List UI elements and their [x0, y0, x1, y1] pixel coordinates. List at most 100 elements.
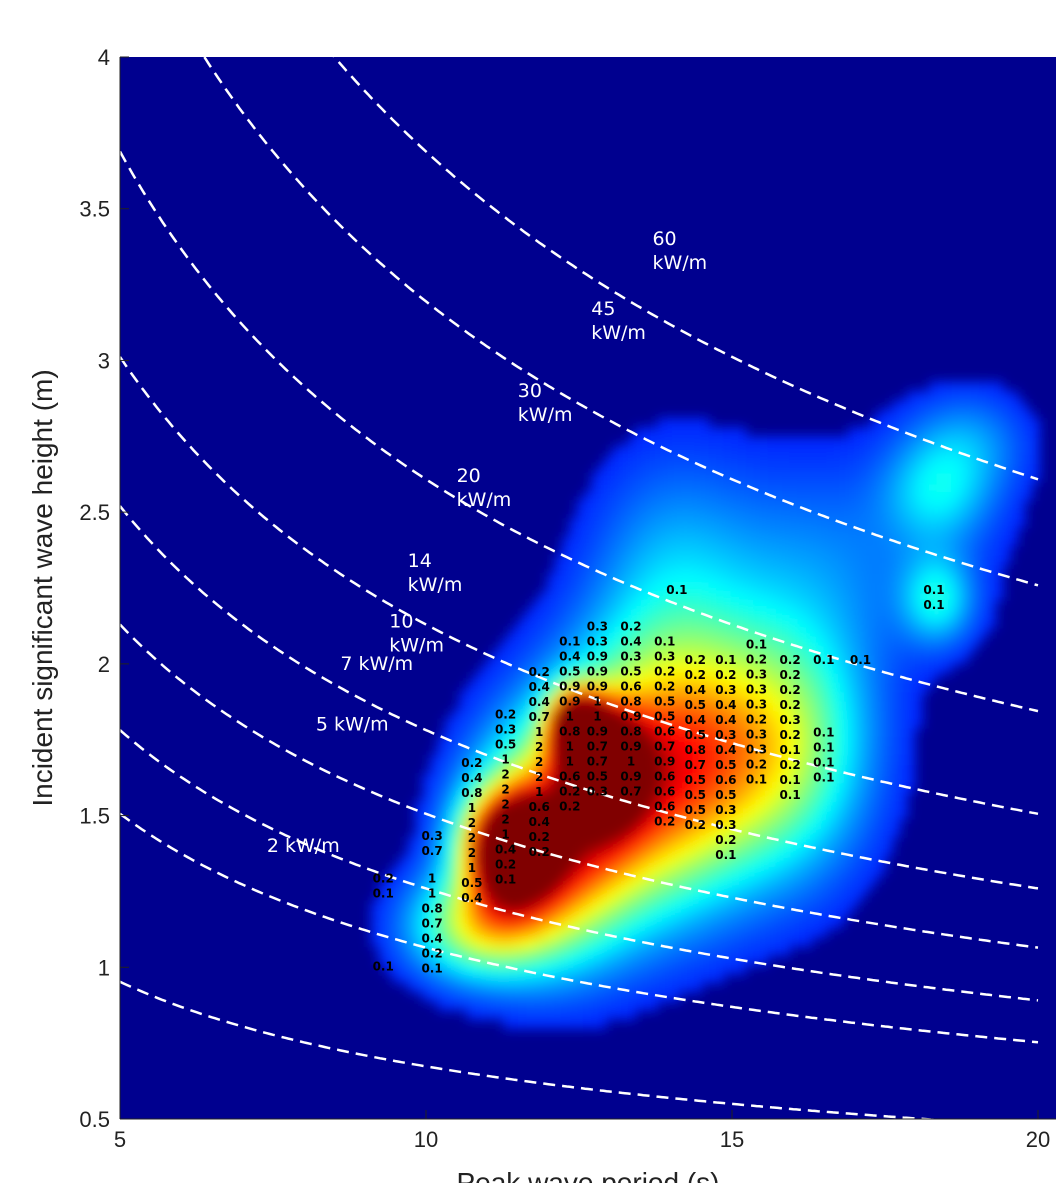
- density-cell: [525, 673, 534, 684]
- density-cell: [525, 1009, 534, 1020]
- density-cell: [547, 663, 556, 674]
- density-cell: [650, 918, 659, 929]
- density-cell: [613, 827, 622, 838]
- density-cell: [642, 800, 651, 811]
- density-cell: [804, 563, 813, 574]
- density-cell: [730, 454, 740, 465]
- density-cell: [628, 836, 637, 847]
- density-cell: [716, 663, 725, 674]
- density-cell: [650, 609, 659, 620]
- cell-value-label: 2: [468, 831, 476, 845]
- density-cell: [716, 463, 725, 474]
- density-cell: [517, 654, 527, 665]
- density-cell: [628, 636, 637, 647]
- density-cell: [547, 818, 556, 829]
- density-cell: [943, 563, 953, 574]
- density-cell: [444, 818, 453, 829]
- density-cell: [642, 509, 651, 520]
- density-cell: [804, 445, 813, 456]
- density-cell: [738, 600, 747, 611]
- density-cell: [730, 946, 740, 957]
- cell-value-label: 0.5: [559, 665, 580, 679]
- density-cell: [789, 873, 798, 884]
- density-cell: [914, 454, 923, 465]
- density-cell: [539, 591, 549, 602]
- density-cell: [598, 509, 607, 520]
- density-cell: [650, 800, 659, 811]
- density-cell: [870, 509, 879, 520]
- density-cell: [378, 882, 387, 893]
- density-cell: [892, 581, 901, 592]
- density-cell: [774, 481, 784, 492]
- density-cell: [510, 791, 519, 802]
- density-cell: [407, 845, 416, 856]
- density-cell: [429, 955, 438, 966]
- density-cell: [517, 891, 527, 902]
- density-cell: [664, 827, 673, 838]
- density-cell: [664, 554, 673, 565]
- density-cell: [987, 381, 997, 392]
- density-cell: [745, 909, 754, 920]
- density-cell: [598, 745, 607, 756]
- density-cell: [620, 481, 629, 492]
- density-cell: [686, 709, 695, 720]
- density-cell: [708, 500, 717, 511]
- density-cell: [723, 609, 732, 620]
- density-cell: [481, 800, 490, 811]
- density-cell: [605, 873, 615, 884]
- density-cell: [510, 845, 519, 856]
- density-cell: [481, 809, 490, 820]
- density-cell: [576, 964, 585, 975]
- density-cell: [929, 481, 938, 492]
- density-cell: [473, 764, 482, 775]
- density-cell: [532, 809, 541, 820]
- density-cell: [885, 554, 894, 565]
- density-cell: [885, 545, 894, 556]
- density-cell: [532, 754, 541, 765]
- density-cell: [840, 691, 850, 702]
- density-cell: [650, 427, 659, 438]
- density-cell: [782, 545, 791, 556]
- density-cell: [826, 591, 835, 602]
- density-cell: [840, 481, 850, 492]
- density-cell: [650, 927, 659, 938]
- density-cell: [752, 927, 762, 938]
- density-cell: [892, 572, 901, 583]
- density-cell: [605, 654, 615, 665]
- density-cell: [613, 718, 622, 729]
- density-cell: [628, 736, 637, 747]
- density-cell: [605, 682, 615, 693]
- density-cell: [833, 791, 842, 802]
- density-cell: [679, 427, 688, 438]
- density-cell: [605, 627, 615, 638]
- density-cell: [1002, 445, 1011, 456]
- density-cell: [796, 827, 806, 838]
- density-cell: [657, 773, 666, 784]
- density-cell: [708, 791, 717, 802]
- density-cell: [701, 864, 710, 875]
- density-cell: [422, 800, 431, 811]
- density-cell: [613, 636, 622, 647]
- density-cell: [774, 609, 784, 620]
- density-cell: [885, 500, 894, 511]
- density-cell: [598, 991, 607, 1002]
- density-cell: [752, 545, 762, 556]
- density-cell: [789, 936, 798, 947]
- density-cell: [532, 918, 541, 929]
- density-cell: [804, 673, 813, 684]
- cell-value-label: 0.2: [685, 653, 706, 667]
- density-cell: [730, 891, 740, 902]
- density-cell: [429, 864, 438, 875]
- density-cell: [532, 709, 541, 720]
- density-cell: [767, 791, 776, 802]
- cell-value-label: 0.3: [587, 620, 608, 634]
- density-cell: [796, 918, 806, 929]
- density-cell: [987, 500, 997, 511]
- density-cell: [877, 509, 886, 520]
- density-cell: [885, 791, 894, 802]
- density-cell: [605, 745, 615, 756]
- density-cell: [782, 572, 791, 583]
- density-cell: [833, 718, 842, 729]
- density-cell: [466, 991, 475, 1002]
- density-cell: [730, 673, 740, 684]
